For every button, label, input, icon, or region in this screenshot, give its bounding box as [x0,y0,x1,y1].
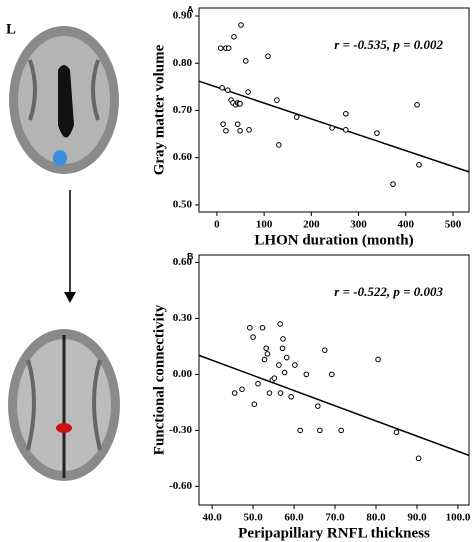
point [279,345,286,352]
x-tick-label: 100.0 [446,512,471,524]
point [245,89,251,95]
point [263,345,269,352]
point [328,371,335,378]
point [246,127,252,133]
point [264,351,271,357]
point [231,34,237,40]
y-tick-label: 0.00 [173,368,193,380]
annotation: r = -0.535, p = 0.002 [334,37,443,52]
point [393,429,400,436]
point [315,403,321,409]
arrow-head [64,292,76,303]
x-tick-label: 500 [445,219,462,231]
x-tick-label: 300 [350,219,367,231]
point [251,401,258,408]
point [247,324,253,331]
x-tick-label: 50.0 [243,512,263,524]
y-tick-label: 0.30 [173,312,193,324]
point [375,356,381,363]
point [265,53,271,59]
y-axis-title: Functional connectivity [151,304,167,455]
x-tick-label: 400 [397,219,414,231]
point [329,125,335,131]
point [303,371,310,378]
cluster-red [56,423,72,433]
y-tick-label: 0.50 [173,198,193,210]
point [219,85,225,91]
point [277,390,284,396]
point [238,22,244,28]
point [343,127,349,133]
point [338,427,344,434]
point [343,110,349,117]
plot-frame [198,254,470,506]
hemisphere-label: L [6,21,16,37]
point [250,334,256,340]
cluster-blue [53,150,67,166]
x-tick-label: 90.0 [407,512,427,524]
point [266,390,273,396]
panel-label: A [187,4,194,14]
point [283,354,290,361]
point [416,161,422,168]
x-tick-label: 80.0 [366,512,386,524]
point [234,121,241,127]
y-axis-title: Gray matter volume [151,44,167,175]
point [321,347,328,353]
y-tick-label: 0.60 [173,256,193,268]
point [237,101,243,107]
point [317,427,323,434]
annotation: r = -0.522, p = 0.003 [334,284,443,299]
x-tick-label: 100 [256,219,273,231]
point [242,58,249,64]
point [277,321,283,327]
point [292,362,298,368]
y-tick-label: -0.30 [169,424,192,436]
x-tick-label: 200 [303,219,320,231]
x-tick-label: 40.0 [202,512,222,524]
x-axis-title: LHON duration (month) [254,232,413,248]
x-axis-title: Peripapillary RNFL thickness [238,525,430,541]
x-tick-label: 0 [214,219,220,231]
point [288,393,294,400]
point [280,336,286,342]
point [261,356,268,363]
fit-line [198,354,470,457]
point [274,97,280,103]
y-tick-label: 0.80 [173,57,193,69]
sulci [26,359,102,451]
point [259,324,266,331]
point [217,45,224,51]
y-tick-label: 0.60 [173,151,193,163]
point [415,455,422,462]
sulci [28,59,100,121]
ventricle [58,65,74,138]
point [223,127,229,134]
y-tick-label: 0.70 [173,104,193,116]
x-tick-label: 70.0 [325,512,345,524]
point [231,390,238,396]
point [293,114,300,120]
point [374,130,380,136]
point [414,102,420,108]
point [275,142,282,148]
point [297,427,303,434]
point [276,362,282,368]
y-tick-label: -0.60 [169,480,192,492]
point [255,380,261,387]
point [390,181,396,187]
point [225,45,232,51]
x-tick-label: 60.0 [284,512,304,524]
panel-label: B [187,251,194,261]
point [271,375,278,381]
point [224,87,231,93]
y-tick-label: 0.90 [173,10,193,22]
brain-images: L [6,21,120,481]
point [281,369,288,376]
point [239,386,245,393]
point [237,127,243,134]
point [220,121,226,127]
